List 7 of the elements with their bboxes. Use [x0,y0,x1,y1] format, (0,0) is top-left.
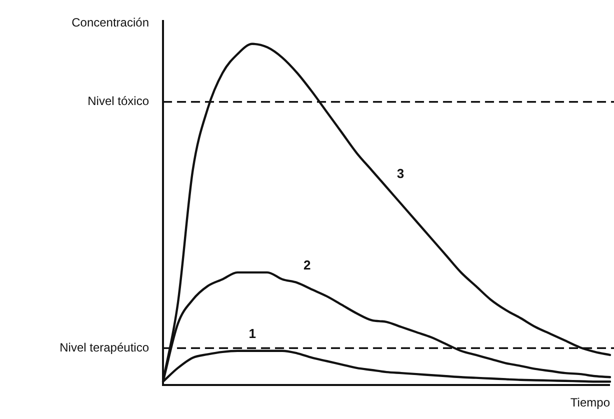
ref-line-label: Nivel tóxico [88,94,150,108]
x-axis-title: Tiempo [570,395,610,410]
series-label: 1 [248,326,256,341]
ref-line-label: Nivel terapéutico [60,340,150,354]
series-label: 3 [396,166,404,182]
y-axis-title: Concentración [72,15,149,30]
series-label: 2 [303,258,311,273]
